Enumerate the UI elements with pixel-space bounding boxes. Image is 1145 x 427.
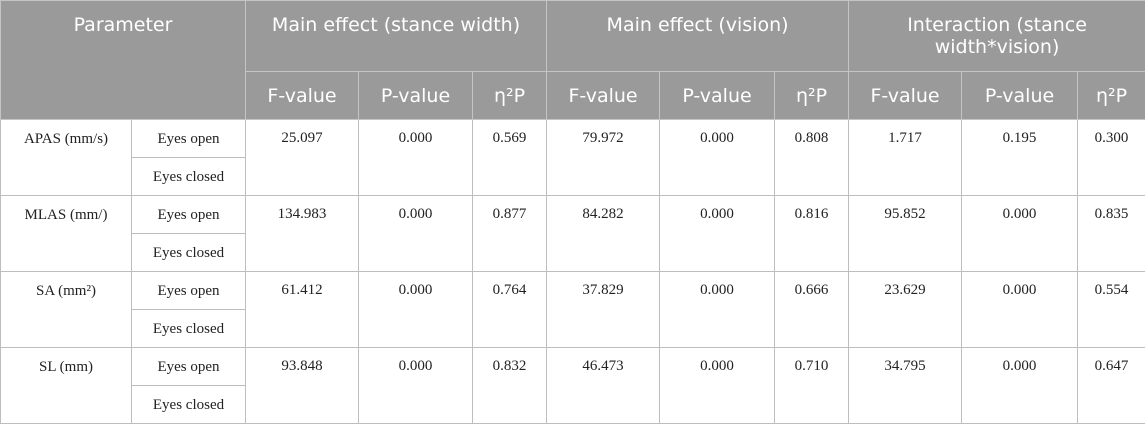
header-row-stats: F-value P-value η²P F-value P-value η²P … [1, 71, 1145, 120]
vision-eta-squared: 0.666 [774, 271, 850, 348]
interaction-f-value: 23.629 [848, 271, 963, 348]
stance-f-value: 61.412 [245, 271, 360, 348]
header-p-value: P-value [659, 71, 776, 120]
header-eta-squared: η²P [1077, 71, 1145, 120]
header-interaction: Interaction (stance width*vision) [848, 0, 1145, 72]
table-header: Parameter Main effect (stance width) Mai… [0, 0, 1145, 120]
stance-eta-squared: 0.569 [472, 119, 548, 196]
table-row: SA (mm²) Eyes open 61.412 0.000 0.764 37… [0, 271, 1145, 348]
table-row: SL (mm) Eyes open 93.848 0.000 0.832 46.… [0, 347, 1145, 424]
header-f-value: F-value [546, 71, 661, 120]
table-row: MLAS (mm/) Eyes open 134.983 0.000 0.877… [0, 195, 1145, 272]
parameter-cell: SA (mm²) [0, 271, 132, 348]
table-row: APAS (mm/s) Eyes open 25.097 0.000 0.569… [0, 119, 1145, 196]
vision-eta-squared: 0.808 [774, 119, 850, 196]
vision-condition-cell: Eyes closed [130, 309, 247, 348]
vision-condition-cell: Eyes open [130, 271, 247, 310]
vision-condition-cell: Eyes closed [130, 233, 247, 272]
stance-p-value: 0.000 [358, 271, 474, 348]
stance-f-value: 25.097 [245, 119, 360, 196]
stance-eta-squared: 0.832 [472, 347, 548, 424]
vision-condition-cell: Eyes open [130, 119, 247, 158]
vision-f-value: 46.473 [546, 347, 661, 424]
interaction-f-value: 34.795 [848, 347, 963, 424]
interaction-p-value: 0.000 [961, 271, 1079, 348]
interaction-p-value: 0.000 [961, 195, 1079, 272]
header-eta-squared: η²P [774, 71, 850, 120]
interaction-f-value: 1.717 [848, 119, 963, 196]
table-row: Eyes closed [1, 157, 1145, 196]
vision-condition-cell: Eyes open [130, 347, 247, 386]
vision-eta-squared: 0.816 [774, 195, 850, 272]
table-row: Eyes closed [1, 309, 1145, 348]
vision-p-value: 0.000 [659, 119, 776, 196]
header-f-value: F-value [848, 71, 963, 120]
stance-eta-squared: 0.764 [472, 271, 548, 348]
stance-eta-squared: 0.877 [472, 195, 548, 272]
parameter-cell: MLAS (mm/) [0, 195, 132, 272]
vision-condition-cell: Eyes closed [130, 385, 247, 424]
header-parameter: Parameter [0, 0, 247, 120]
vision-condition-cell: Eyes closed [130, 157, 247, 196]
interaction-eta-squared: 0.300 [1077, 119, 1145, 196]
parameter-cell: SL (mm) [0, 347, 132, 424]
table-body: APAS (mm/s) Eyes open 25.097 0.000 0.569… [0, 119, 1145, 424]
interaction-eta-squared: 0.554 [1077, 271, 1145, 348]
header-row-groups: Parameter Main effect (stance width) Mai… [0, 0, 1145, 120]
stance-p-value: 0.000 [358, 195, 474, 272]
interaction-f-value: 95.852 [848, 195, 963, 272]
stance-p-value: 0.000 [358, 119, 474, 196]
header-main-effect-stance-width: Main effect (stance width) [245, 0, 548, 72]
header-f-value: F-value [245, 71, 360, 120]
table-row: Eyes closed [1, 385, 1145, 424]
interaction-eta-squared: 0.647 [1077, 347, 1145, 424]
vision-p-value: 0.000 [659, 195, 776, 272]
vision-eta-squared: 0.710 [774, 347, 850, 424]
interaction-eta-squared: 0.835 [1077, 195, 1145, 272]
header-p-value: P-value [961, 71, 1079, 120]
header-p-value: P-value [358, 71, 474, 120]
parameter-cell: APAS (mm/s) [0, 119, 132, 196]
stance-f-value: 93.848 [245, 347, 360, 424]
interaction-p-value: 0.195 [961, 119, 1079, 196]
header-eta-squared: η²P [472, 71, 548, 120]
header-main-effect-vision: Main effect (vision) [546, 0, 850, 72]
stance-p-value: 0.000 [358, 347, 474, 424]
stance-f-value: 134.983 [245, 195, 360, 272]
vision-f-value: 79.972 [546, 119, 661, 196]
vision-f-value: 84.282 [546, 195, 661, 272]
vision-condition-cell: Eyes open [130, 195, 247, 234]
table-row: Eyes closed [1, 233, 1145, 272]
vision-p-value: 0.000 [659, 347, 776, 424]
interaction-p-value: 0.000 [961, 347, 1079, 424]
vision-f-value: 37.829 [546, 271, 661, 348]
vision-p-value: 0.000 [659, 271, 776, 348]
